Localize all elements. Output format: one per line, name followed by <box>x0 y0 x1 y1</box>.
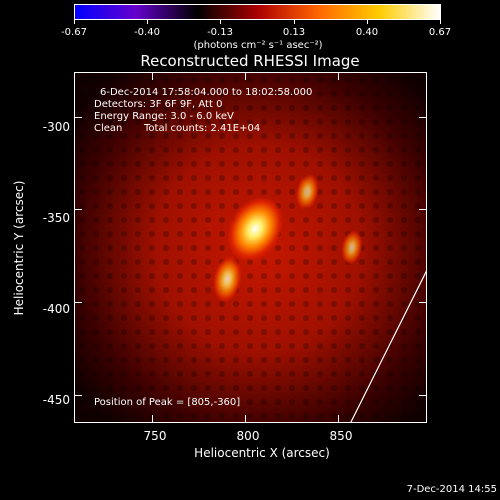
colorbar-tick-label: 0.13 <box>282 27 306 38</box>
plot-title: Reconstructed RHESSI Image <box>140 52 360 70</box>
x-tick-label: 850 <box>329 429 353 443</box>
axis-tick <box>337 415 339 423</box>
axis-tick <box>419 302 427 304</box>
plot-area <box>74 72 427 423</box>
emission-source <box>213 256 242 303</box>
colorbar-tick <box>440 20 441 24</box>
x-axis-label: Heliocentric X (arcsec) <box>194 446 330 460</box>
y-tick-label: -400 <box>42 302 70 316</box>
y-tick-label: -450 <box>42 393 70 407</box>
y-tick-label: -300 <box>42 120 70 134</box>
rhessi-image <box>75 73 426 422</box>
y-axis-label: Heliocentric Y (arcsec) <box>12 180 26 316</box>
colorbar-tick <box>220 20 221 24</box>
colorbar-units-label: (photons cm⁻² s⁻¹ asec⁻²) <box>193 40 323 51</box>
axis-tick <box>419 116 427 118</box>
axis-tick <box>74 302 82 304</box>
axis-tick <box>419 209 427 211</box>
y-tick-label: -350 <box>42 211 70 225</box>
axis-tick <box>244 415 246 423</box>
axis-tick <box>337 72 339 80</box>
limb-line <box>350 270 426 422</box>
axis-tick <box>244 72 246 80</box>
colorbar-tick-label: -0.67 <box>61 27 87 38</box>
x-tick-label: 750 <box>143 429 167 443</box>
axis-tick <box>74 395 82 397</box>
annotation-clean: Clean <box>94 123 123 134</box>
axis-tick <box>152 72 154 80</box>
annotation-peak-position: Position of Peak = [805,-360] <box>94 397 241 408</box>
annotation-energy-range: Energy Range: 3.0 - 6.0 keV <box>94 111 234 122</box>
x-tick-label: 800 <box>236 429 260 443</box>
axis-tick <box>74 116 82 118</box>
emission-source <box>295 173 319 211</box>
colorbar-tick-label: -0.13 <box>207 27 233 38</box>
annotation-detectors: Detectors: 3F 6F 9F, Att 0 <box>94 99 223 110</box>
colorbar-tick <box>367 20 368 24</box>
colorbar-tick-label: -0.40 <box>134 27 160 38</box>
plot-timestamp: 7-Dec-2014 14:55 <box>406 484 497 495</box>
annotation-time-range: 6-Dec-2014 17:58:04.000 to 18:02:58.000 <box>100 87 313 98</box>
axis-tick <box>419 395 427 397</box>
axis-tick <box>152 415 154 423</box>
colorbar <box>74 4 441 20</box>
colorbar-tick-label: 0.40 <box>355 27 379 38</box>
emission-source <box>341 230 363 265</box>
colorbar-tick <box>294 20 295 24</box>
colorbar-tick-label: 0.67 <box>428 27 452 38</box>
axis-tick <box>74 209 82 211</box>
colorbar-tick <box>147 20 148 24</box>
emission-source <box>227 196 284 262</box>
annotation-total-counts: Total counts: 2.41E+04 <box>144 123 261 134</box>
colorbar-tick <box>74 20 75 24</box>
